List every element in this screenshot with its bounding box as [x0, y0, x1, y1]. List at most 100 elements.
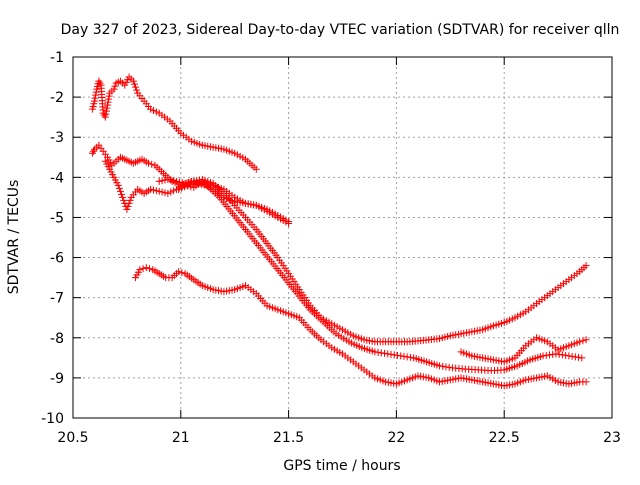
- data-point: [381, 349, 389, 357]
- data-point: [571, 353, 579, 361]
- data-point: [167, 188, 175, 196]
- data-point: [400, 352, 408, 360]
- data-point: [147, 185, 155, 193]
- data-point: [133, 86, 141, 94]
- data-point: [110, 85, 118, 93]
- data-point: [91, 97, 99, 105]
- data-point: [139, 265, 147, 273]
- data-point: [393, 351, 401, 359]
- data-point: [102, 110, 110, 118]
- data-point: [582, 378, 590, 386]
- data-point: [542, 351, 550, 359]
- y-tick-label: -8: [50, 331, 64, 347]
- data-point: [114, 181, 122, 189]
- data-point: [101, 113, 109, 121]
- data-point: [562, 351, 570, 359]
- data-point: [164, 189, 172, 197]
- data-point: [285, 219, 293, 227]
- data-point: [123, 205, 131, 213]
- data-point: [158, 188, 166, 196]
- data-point: [387, 350, 395, 358]
- y-tick-label: -5: [50, 210, 64, 226]
- data-point: [555, 350, 563, 358]
- data-point: [175, 178, 183, 186]
- data-point: [582, 262, 590, 270]
- data-point: [164, 175, 172, 183]
- x-tick-label: 22.5: [489, 430, 520, 446]
- data-point: [105, 95, 113, 103]
- data-point: [172, 177, 180, 185]
- data-point: [147, 105, 155, 113]
- data-point: [568, 352, 576, 360]
- data-point: [439, 362, 447, 370]
- data-point: [149, 186, 157, 194]
- data-point: [578, 354, 586, 362]
- y-tick-label: -1: [50, 50, 64, 66]
- data-point: [144, 159, 152, 167]
- data-point: [175, 268, 183, 276]
- data-point: [371, 348, 379, 356]
- series-track-1: [88, 73, 260, 173]
- data-point: [92, 91, 100, 99]
- data-point: [390, 351, 398, 359]
- x-tick-label: 23: [603, 430, 621, 446]
- data-points: [88, 73, 590, 390]
- x-tick-label: 21.5: [273, 430, 304, 446]
- data-point: [102, 107, 110, 115]
- data-point: [148, 160, 156, 168]
- data-point: [155, 187, 163, 195]
- data-point: [167, 176, 175, 184]
- data-point: [377, 349, 385, 357]
- data-point: [252, 165, 260, 173]
- data-point: [152, 108, 160, 116]
- data-point: [119, 193, 127, 201]
- y-tick-label: -2: [50, 90, 64, 106]
- data-point: [129, 77, 137, 85]
- series-track-5: [175, 179, 586, 375]
- data-point: [152, 187, 160, 195]
- data-point: [105, 92, 113, 100]
- data-point: [582, 336, 590, 344]
- x-tick-label: 20.5: [57, 430, 88, 446]
- data-point: [149, 106, 157, 114]
- data-point: [130, 80, 138, 88]
- y-tick-label: -3: [50, 130, 64, 146]
- data-point: [558, 351, 566, 359]
- data-point: [118, 190, 126, 198]
- data-point: [576, 338, 584, 346]
- data-point: [170, 177, 178, 185]
- series-track-7: [457, 334, 590, 366]
- data-point: [445, 363, 453, 371]
- plot-border: [72, 56, 613, 419]
- data-point: [436, 362, 444, 370]
- data-point: [116, 187, 124, 195]
- x-tick-label: 21: [172, 430, 190, 446]
- data-point: [170, 187, 178, 195]
- data-point: [111, 82, 119, 90]
- data-point: [442, 363, 450, 371]
- data-point: [180, 183, 188, 191]
- data-point: [579, 337, 587, 345]
- data-point: [178, 269, 186, 277]
- y-tick-label: -6: [50, 251, 64, 267]
- data-point: [115, 184, 123, 192]
- data-point: [397, 352, 405, 360]
- data-point: [124, 202, 132, 210]
- data-point: [178, 184, 186, 192]
- y-tick-label: -10: [41, 411, 64, 427]
- series-track-6: [132, 264, 590, 390]
- x-axis-label: GPS time / hours: [283, 458, 400, 474]
- data-point: [92, 88, 100, 96]
- data-point: [158, 177, 166, 185]
- axis-ticks: 20.5 21 21.5 22 22.5 23 -1 -2 -3 -4 -5 -6 -7 -8 -9 -10: [41, 50, 621, 446]
- data-point: [91, 94, 99, 102]
- data-point: [155, 177, 163, 185]
- y-tick-label: -7: [50, 291, 64, 307]
- y-tick-label: -9: [50, 371, 64, 387]
- data-point: [126, 196, 134, 204]
- data-point: [161, 189, 169, 197]
- data-point: [120, 196, 128, 204]
- data-point: [374, 348, 382, 356]
